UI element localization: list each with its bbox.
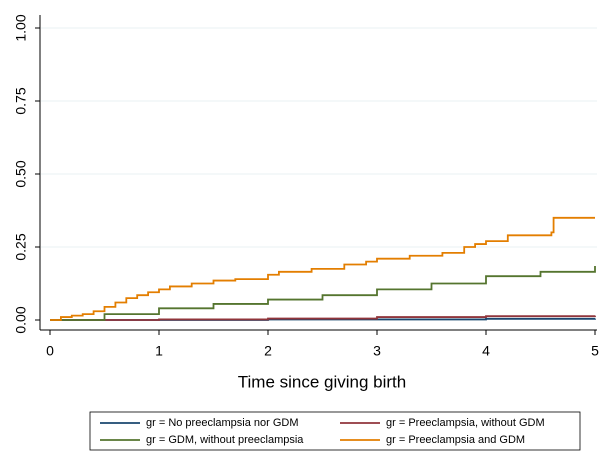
legend-label: gr = No preeclampsia nor GDM xyxy=(146,417,299,429)
y-tick-label: 0.50 xyxy=(13,160,29,187)
x-tick-label: 2 xyxy=(264,343,272,359)
x-tick-label: 3 xyxy=(373,343,381,359)
series-line xyxy=(50,315,596,321)
legend xyxy=(89,411,581,451)
y-tick-label: 0.00 xyxy=(13,306,29,333)
legend-label: gr = Preeclampsia, without GDM xyxy=(386,417,545,429)
y-tick-label: 0.25 xyxy=(13,233,29,260)
x-tick-label: 1 xyxy=(155,343,163,359)
series-line xyxy=(50,265,596,321)
legend-label: gr = GDM, without preeclampsia xyxy=(146,434,304,446)
series-line xyxy=(50,216,595,321)
legend-label: gr = Preeclampsia and GDM xyxy=(386,434,525,446)
x-tick-label: 0 xyxy=(46,343,54,359)
y-tick-label: 0.75 xyxy=(13,87,29,114)
x-axis-label: Time since giving birth xyxy=(238,372,407,391)
y-tick-label: 1.00 xyxy=(13,14,29,41)
x-tick-label: 4 xyxy=(482,343,490,359)
x-tick-label: 5 xyxy=(591,343,599,359)
